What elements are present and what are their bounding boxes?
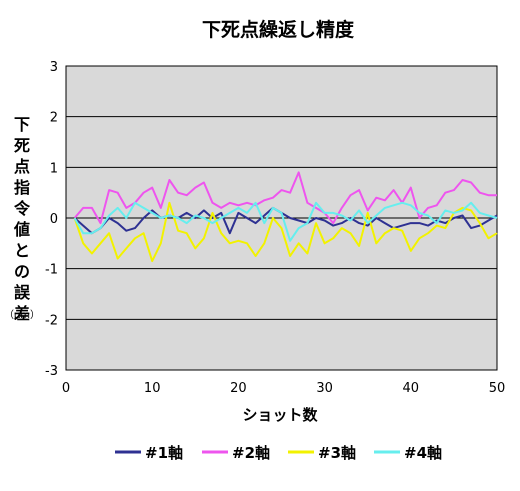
legend-label: #3軸 [318,444,356,462]
y-tick-label: -3 [45,364,58,379]
x-tick-label: 0 [62,381,70,396]
y-axis-label-char: 値 [13,220,30,239]
series-lines [73,171,498,263]
y-tick-label: -1 [45,263,58,278]
y-axis-label-char: 令 [13,199,31,218]
series-line-1 [73,206,498,235]
legend-label: #2軸 [232,444,270,462]
y-tick-label: 2 [50,111,58,126]
series-line-3 [73,201,498,263]
y-axis-label-char: 誤 [14,283,31,302]
y-axis-label-char: 下 [14,115,30,134]
y-tick-label: 0 [50,212,58,227]
x-tick-label: 30 [316,381,333,396]
series-line-4 [73,201,498,242]
y-axis-label-char: の [14,262,30,281]
x-tick-label: 10 [144,381,161,396]
legend: #1軸 #2軸 #3軸 #4軸 [115,444,442,462]
y-tick-label: 1 [50,161,58,176]
x-axis-ticks: 0 10 20 30 40 50 [62,381,505,396]
y-axis-unit: （μm） [4,309,40,321]
legend-label: #4軸 [404,444,442,462]
grid-lines [66,116,497,320]
y-axis-label-char: 点 [14,157,30,176]
y-axis-label-char: 指 [14,178,30,197]
y-tick-label: 3 [50,60,58,75]
x-tick-label: 20 [230,381,247,396]
y-axis-label-char: と [14,241,30,260]
x-axis-label: ショット数 [242,406,318,424]
x-tick-label: 50 [489,381,506,396]
y-axis-ticks: 3 2 1 0 -1 -2 -3 [45,60,58,379]
series-line-2 [73,171,497,225]
x-tick-label: 40 [403,381,420,396]
legend-label: #1軸 [145,444,183,462]
y-tick-label: -2 [45,313,58,328]
y-axis-label-char: 差 [14,304,30,323]
chart-title: 下死点繰返し精度 [202,18,355,41]
y-axis-label-char: 死 [14,136,30,155]
